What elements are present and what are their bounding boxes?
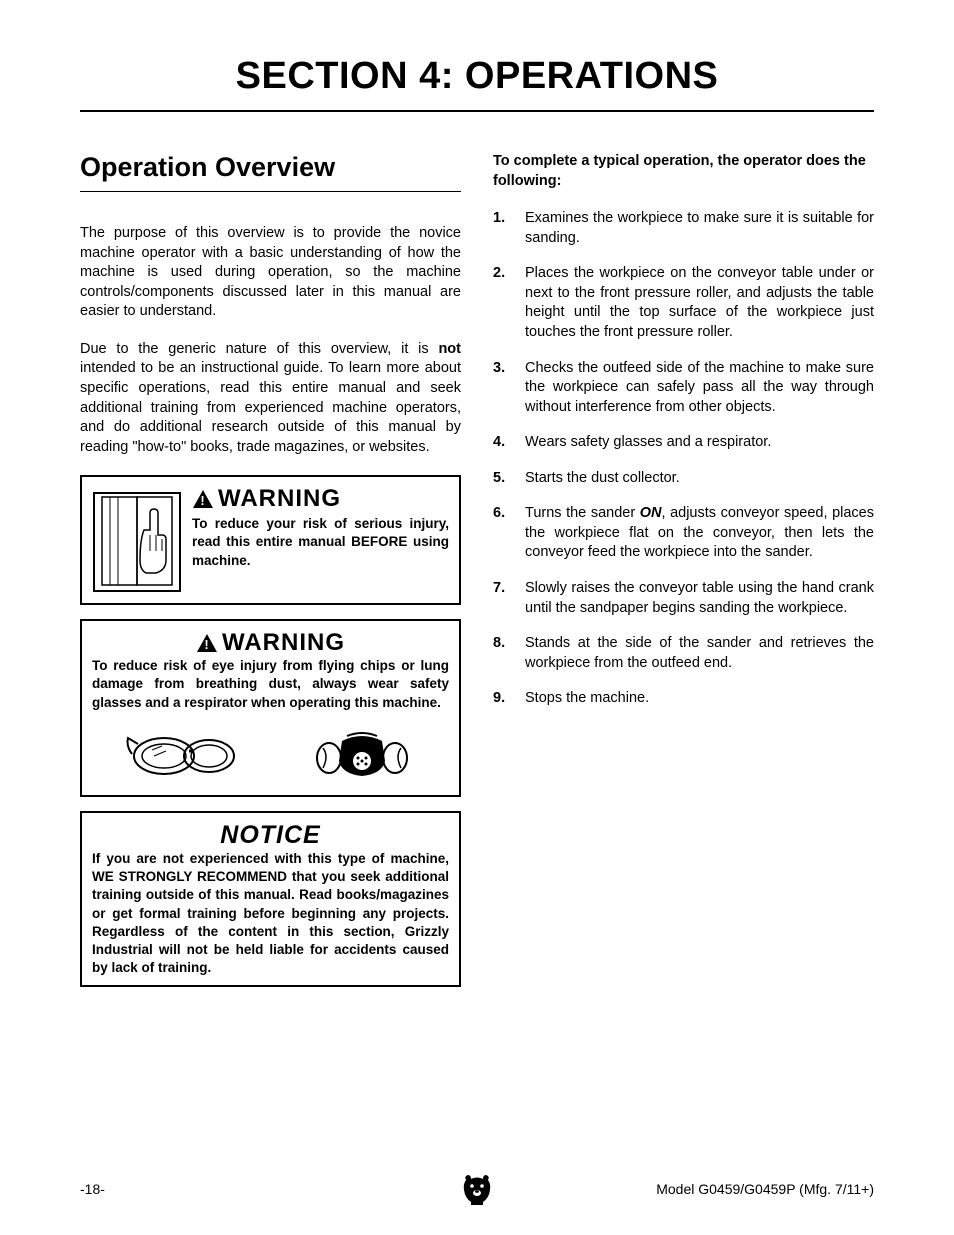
- overview-para-1: The purpose of this overview is to provi…: [80, 224, 461, 322]
- step-number: 1.: [493, 209, 511, 248]
- list-item: 2. Places the workpiece on the conveyor …: [493, 264, 874, 342]
- svg-text:!: !: [200, 493, 205, 508]
- content-columns: Operation Overview The purpose of this o…: [80, 152, 874, 1001]
- step6-a: Turns the sander: [525, 505, 640, 521]
- list-item: 8. Stands at the side of the sander and …: [493, 634, 874, 673]
- step6-on: ON: [640, 505, 662, 521]
- warning-triangle-icon: !: [192, 489, 214, 509]
- left-column: Operation Overview The purpose of this o…: [80, 152, 461, 1001]
- notice-box: NOTICE If you are not experienced with t…: [80, 811, 461, 988]
- step-text: Wears safety glasses and a respirator.: [525, 433, 874, 453]
- read-manual-icon: [92, 485, 182, 595]
- step-number: 7.: [493, 579, 511, 618]
- step-number: 9.: [493, 689, 511, 709]
- warning-2-text: To reduce risk of eye injury from flying…: [92, 657, 449, 712]
- section-title: SECTION 4: OPERATIONS: [80, 55, 874, 112]
- list-item: 3. Checks the outfeed side of the machin…: [493, 359, 874, 418]
- para2-part-a: Due to the generic nature of this overvi…: [80, 341, 438, 357]
- warning-box-2: ! WARNING To reduce risk of eye injury f…: [80, 619, 461, 797]
- step-number: 6.: [493, 504, 511, 563]
- page-number: -18-: [80, 1181, 105, 1197]
- step-number: 8.: [493, 634, 511, 673]
- safety-icons-row: [92, 726, 449, 781]
- step-text: Slowly raises the conveyor table using t…: [525, 579, 874, 618]
- notice-header: NOTICE: [92, 821, 449, 850]
- operation-intro: To complete a typical operation, the ope…: [493, 152, 874, 191]
- respirator-icon: [307, 726, 417, 781]
- step-number: 4.: [493, 433, 511, 453]
- warning-2-header: ! WARNING: [92, 629, 449, 657]
- list-item: 1. Examines the workpiece to make sure i…: [493, 209, 874, 248]
- step-number: 3.: [493, 359, 511, 418]
- list-item: 4. Wears safety glasses and a respirator…: [493, 433, 874, 453]
- step-text: Places the workpiece on the conveyor tab…: [525, 264, 874, 342]
- warning-1-content: ! WARNING To reduce your risk of serious…: [192, 485, 449, 570]
- step-text: Stands at the side of the sander and ret…: [525, 634, 874, 673]
- warning-triangle-icon: !: [196, 633, 218, 653]
- warning-1-header: ! WARNING: [192, 485, 449, 513]
- model-info: Model G0459/G0459P (Mfg. 7/11+): [656, 1181, 874, 1197]
- para2-not: not: [438, 341, 461, 357]
- para2-part-b: intended to be an instructional guide. T…: [80, 360, 461, 454]
- subsection-title: Operation Overview: [80, 152, 461, 192]
- list-item: 7. Slowly raises the conveyor table usin…: [493, 579, 874, 618]
- operation-steps-list: 1. Examines the workpiece to make sure i…: [493, 209, 874, 709]
- step-text: Starts the dust collector.: [525, 469, 874, 489]
- safety-glasses-icon: [124, 726, 244, 781]
- svg-text:!: !: [204, 637, 209, 652]
- right-column: To complete a typical operation, the ope…: [493, 152, 874, 1001]
- list-item: 5. Starts the dust collector.: [493, 469, 874, 489]
- page-footer: -18- Model G0459/G0459P (Mfg. 7/11+): [80, 1181, 874, 1197]
- warning-1-text: To reduce your risk of serious injury, r…: [192, 515, 449, 570]
- step-text: Checks the outfeed side of the machine t…: [525, 359, 874, 418]
- warning-2-label: WARNING: [222, 629, 345, 657]
- notice-text: If you are not experienced with this typ…: [92, 850, 449, 978]
- overview-para-2: Due to the generic nature of this overvi…: [80, 340, 461, 457]
- step-number: 2.: [493, 264, 511, 342]
- warning-box-1: ! WARNING To reduce your risk of serious…: [80, 475, 461, 605]
- step-text: Examines the workpiece to make sure it i…: [525, 209, 874, 248]
- step-text: Stops the machine.: [525, 689, 874, 709]
- step-number: 5.: [493, 469, 511, 489]
- list-item: 9. Stops the machine.: [493, 689, 874, 709]
- step-text: Turns the sander ON, adjusts conveyor sp…: [525, 504, 874, 563]
- bear-logo-icon: [461, 1172, 493, 1206]
- warning-1-label: WARNING: [218, 485, 341, 513]
- list-item: 6. Turns the sander ON, adjusts conveyor…: [493, 504, 874, 563]
